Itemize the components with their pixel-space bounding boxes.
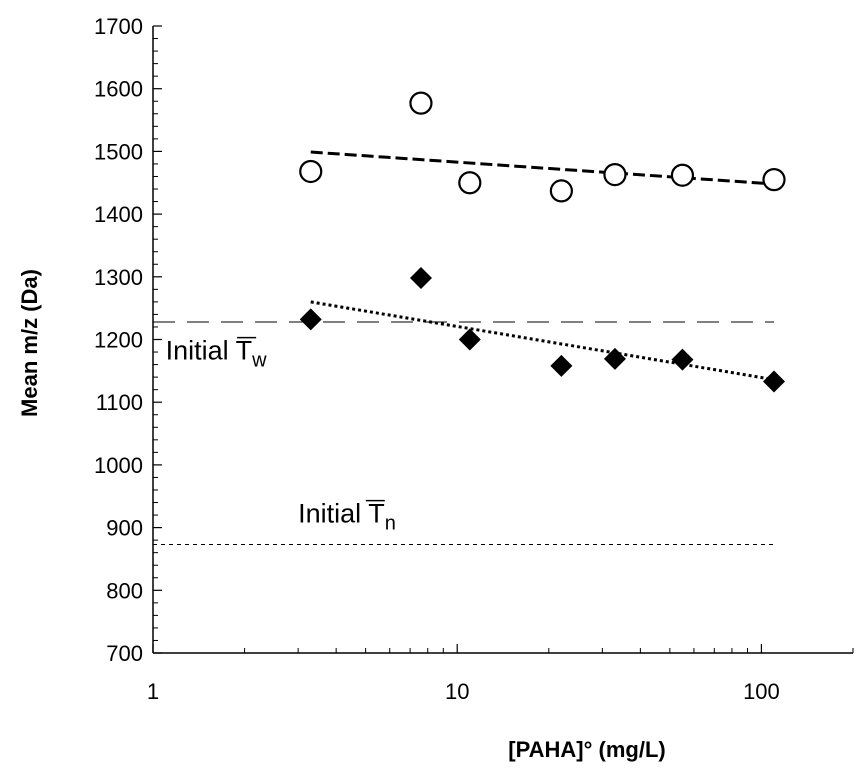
filled-diamond-point <box>409 267 432 290</box>
filled-diamond-point <box>671 348 694 371</box>
annotation-symbol: T <box>368 499 385 529</box>
data-markers <box>299 91 786 393</box>
annotation-word: Initial <box>298 499 368 529</box>
x-tick-label: 1 <box>147 679 159 704</box>
annotation-subscript: w <box>251 350 267 372</box>
annotation-subscript: n <box>385 513 396 535</box>
open-circle-point <box>549 179 573 203</box>
trendline-circles <box>310 150 775 186</box>
open-circle-point <box>409 91 433 115</box>
annotation-word: Initial <box>166 336 236 366</box>
y-axis-title: Mean m/z (Da) <box>17 269 42 417</box>
y-tick-label: 1500 <box>94 139 143 164</box>
y-tick-label: 900 <box>106 516 143 541</box>
x-tick-label: 100 <box>743 679 780 704</box>
annotation-text: Initial Tn <box>298 499 396 535</box>
axes: 7008009001000110012001300140015001600170… <box>94 14 854 704</box>
open-circle-point <box>762 168 786 192</box>
annotation-initial-w: Initial Tw <box>166 336 268 372</box>
open-circle-point <box>603 162 627 187</box>
annotation-text: Initial Tw <box>166 336 268 372</box>
y-tick-label: 700 <box>106 641 143 666</box>
open-circle-point <box>458 171 482 195</box>
reference-lines <box>153 321 775 546</box>
annotation-initial-n: Initial Tn <box>298 499 396 535</box>
y-tick-label: 1700 <box>94 14 143 39</box>
trendlines <box>310 150 775 382</box>
y-tick-label: 1000 <box>94 453 143 478</box>
y-tick-label: 1100 <box>96 390 143 415</box>
y-tick-label: 1200 <box>94 328 143 353</box>
filled-diamond-point <box>458 328 481 351</box>
open-circle-point <box>299 159 323 184</box>
x-axis-title: [PAHA]° (mg/L) <box>508 737 665 762</box>
y-tick-label: 1600 <box>94 77 143 102</box>
open-circle-point <box>670 163 695 187</box>
filled-diamond-point <box>550 354 573 377</box>
filled-diamond-point <box>603 347 626 370</box>
y-tick-label: 800 <box>106 578 143 603</box>
x-tick-label: 10 <box>445 679 469 704</box>
filled-diamond-point <box>763 370 786 393</box>
y-tick-label: 1300 <box>94 265 143 290</box>
y-tick-label: 1400 <box>94 202 143 227</box>
filled-diamond-point <box>299 308 322 331</box>
trendline-diamonds <box>310 300 775 382</box>
annotation-symbol: T <box>236 336 253 366</box>
